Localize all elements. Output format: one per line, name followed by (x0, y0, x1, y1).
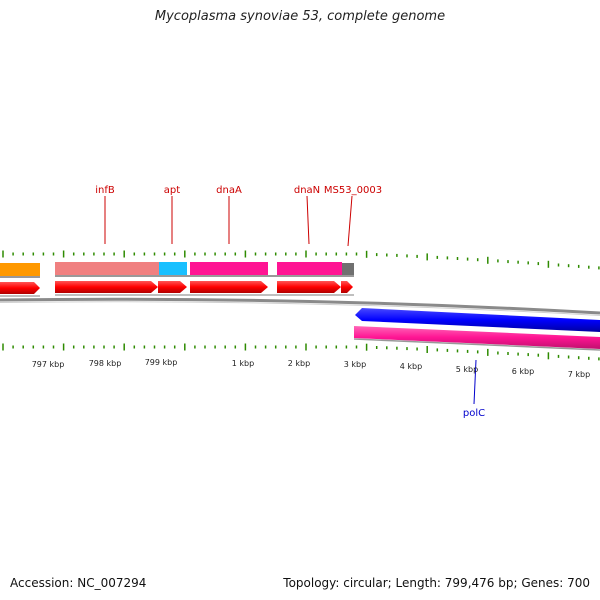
cds-arrow-apt (158, 281, 187, 293)
gene-label-infB: infB (95, 185, 115, 196)
cds-arrow-polC (355, 308, 600, 332)
gene-label-apt: apt (164, 185, 180, 196)
gene-label-polC: polC (463, 408, 485, 419)
cds-arrow (0, 282, 40, 294)
axis-label: 7 kbp (568, 370, 590, 379)
axis-label: 798 kbp (89, 359, 122, 368)
feature-block-infB (55, 262, 159, 275)
axis-label: 4 kbp (400, 362, 422, 371)
reverse-cds-track (353, 308, 600, 351)
cds-arrow-dnaA (190, 281, 268, 293)
outer-ticks (2, 250, 600, 270)
axis-label: 6 kbp (512, 367, 534, 376)
forward-cds-track (0, 281, 354, 297)
feature-ring (0, 262, 354, 278)
axis-label: 5 kbp (456, 365, 478, 374)
feature-block-polC (354, 326, 600, 349)
axis-label: 797 kbp (32, 360, 65, 369)
cds-arrow-infB (55, 281, 158, 293)
gene-label-MS53_0003: MS53_0003 (324, 185, 382, 196)
feature-block-orange (0, 263, 40, 276)
feature-block-MS53_0003 (342, 263, 354, 276)
axis-label: 2 kbp (288, 359, 310, 368)
inner-ticks (2, 343, 600, 361)
feature-block-dnaA (190, 262, 268, 275)
cds-arrow-dnaN (277, 281, 341, 293)
cds-arrow-MS53_0003 (341, 281, 353, 293)
axis-label: 799 kbp (145, 358, 178, 367)
map-title: Mycoplasma synoviae 53, complete genome (154, 9, 446, 24)
genome-summary-text: Topology: circular; Length: 799,476 bp; … (283, 576, 590, 590)
feature-block-apt (159, 262, 187, 275)
axis-label: 3 kbp (344, 360, 366, 369)
genome-backbone (0, 297, 600, 315)
accession-text: Accession: NC_007294 (10, 576, 147, 590)
feature-block-dnaN (277, 262, 342, 275)
gene-leader-lines (104, 195, 477, 405)
axis-label: 1 kbp (232, 359, 254, 368)
gene-label-dnaN: dnaN (294, 185, 320, 196)
gene-label-dnaA: dnaA (216, 185, 242, 196)
